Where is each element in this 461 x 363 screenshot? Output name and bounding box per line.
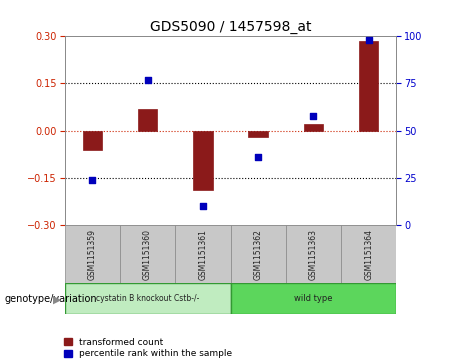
Point: [254, 154, 262, 160]
Bar: [65, 225, 120, 283]
Text: GSM1151364: GSM1151364: [364, 229, 373, 280]
Bar: [230, 283, 396, 314]
Bar: [120, 225, 175, 283]
Text: GSM1151359: GSM1151359: [88, 229, 97, 280]
Point: [365, 37, 372, 43]
Bar: [65, 283, 230, 314]
Bar: [341, 225, 396, 283]
Text: GSM1151360: GSM1151360: [143, 229, 152, 280]
Text: genotype/variation: genotype/variation: [5, 294, 97, 305]
Bar: [175, 225, 230, 283]
Point: [144, 77, 151, 83]
Text: GSM1151362: GSM1151362: [254, 229, 263, 280]
Text: GSM1151361: GSM1151361: [198, 229, 207, 280]
Bar: [248, 131, 268, 137]
Bar: [138, 109, 157, 131]
Text: cystatin B knockout Cstb-/-: cystatin B knockout Cstb-/-: [96, 294, 199, 303]
Bar: [359, 41, 378, 131]
Point: [199, 203, 207, 209]
Point: [89, 177, 96, 183]
Legend: transformed count, percentile rank within the sample: transformed count, percentile rank withi…: [65, 338, 232, 359]
Text: GSM1151363: GSM1151363: [309, 229, 318, 280]
Bar: [230, 225, 286, 283]
Point: [310, 113, 317, 118]
Text: ▶: ▶: [53, 294, 62, 305]
Bar: [83, 131, 102, 150]
Bar: [193, 131, 213, 191]
Bar: [286, 225, 341, 283]
Bar: [304, 125, 323, 131]
Text: GDS5090 / 1457598_at: GDS5090 / 1457598_at: [150, 20, 311, 34]
Text: wild type: wild type: [294, 294, 333, 303]
